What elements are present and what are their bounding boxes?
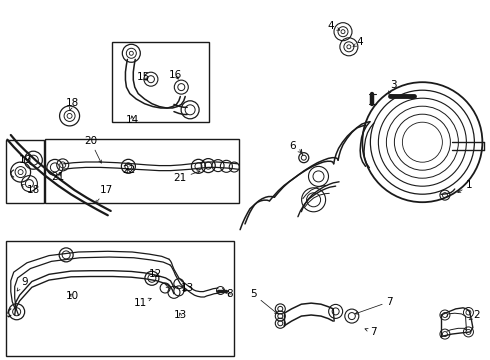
Bar xyxy=(6,140,44,203)
Text: 4: 4 xyxy=(353,37,364,48)
Text: 14: 14 xyxy=(125,114,139,125)
Bar xyxy=(112,42,209,122)
Text: 11: 11 xyxy=(133,298,151,308)
Text: 15: 15 xyxy=(136,72,150,82)
Text: 3: 3 xyxy=(389,80,396,94)
Text: 13: 13 xyxy=(180,283,194,293)
Text: 2: 2 xyxy=(469,310,480,320)
Text: 12: 12 xyxy=(149,269,169,288)
Text: 18: 18 xyxy=(66,98,79,111)
Text: 7: 7 xyxy=(365,327,377,337)
Text: 13: 13 xyxy=(173,310,187,320)
Text: 16: 16 xyxy=(169,70,182,80)
Text: 10: 10 xyxy=(66,291,79,301)
Bar xyxy=(6,241,234,356)
Text: 21: 21 xyxy=(173,171,200,183)
Text: 5: 5 xyxy=(250,289,277,314)
Text: 18: 18 xyxy=(22,185,40,195)
Text: 6: 6 xyxy=(290,141,301,153)
Text: 19: 19 xyxy=(19,155,32,165)
Text: 8: 8 xyxy=(226,289,233,300)
Text: 7: 7 xyxy=(355,297,393,314)
Text: 20: 20 xyxy=(84,136,101,163)
Bar xyxy=(45,139,239,203)
Text: 4: 4 xyxy=(327,21,340,31)
Text: 17: 17 xyxy=(96,185,114,203)
Text: 9: 9 xyxy=(17,276,28,291)
Text: 22: 22 xyxy=(122,165,135,175)
Text: 1: 1 xyxy=(458,180,473,193)
Text: 21: 21 xyxy=(51,172,65,182)
